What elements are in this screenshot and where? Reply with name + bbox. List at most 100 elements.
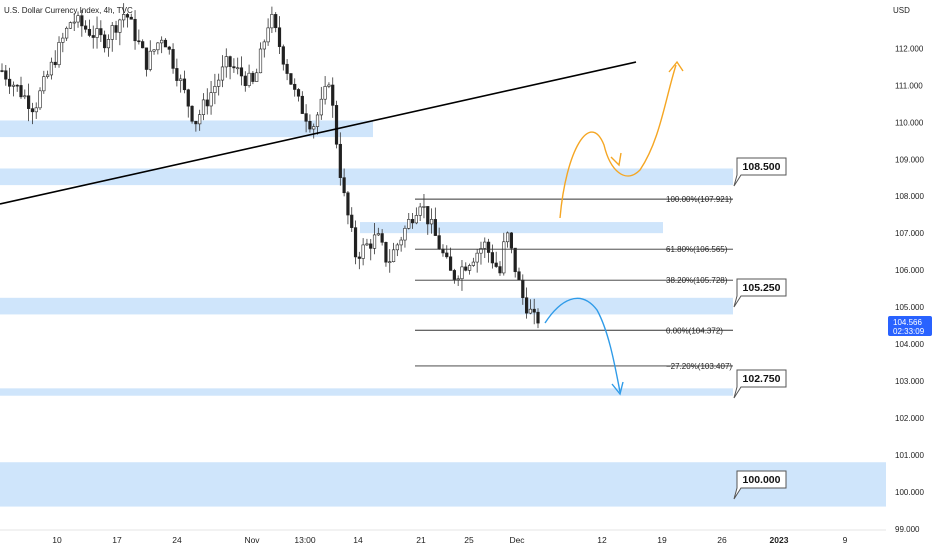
candle-body-down: [125, 14, 130, 18]
candle-body-up: [266, 27, 270, 43]
candle: [399, 236, 403, 252]
candle-body-up: [376, 233, 380, 236]
candle: [167, 45, 171, 55]
candle-body-down: [486, 241, 491, 253]
time-tick: 26: [717, 535, 727, 545]
candle-body-down: [133, 18, 137, 42]
candle-body-up: [471, 261, 475, 266]
callout-box: [733, 470, 787, 500]
time-tick: Dec: [509, 535, 525, 545]
candle: [175, 58, 179, 87]
candle-body-down: [342, 177, 346, 194]
candle: [479, 241, 483, 265]
candle: [129, 13, 133, 20]
candle-body-down: [410, 219, 415, 224]
candle-body-down: [346, 192, 350, 216]
candle: [513, 247, 517, 278]
candle: [395, 242, 399, 257]
candle-body-down: [437, 235, 441, 250]
candle-body-up: [217, 79, 221, 87]
candle: [106, 34, 111, 57]
time-tick: 13:00: [294, 535, 316, 545]
price-tick: 108.000: [895, 192, 924, 201]
candle-body-up: [11, 84, 16, 87]
candle-body-down: [239, 67, 244, 77]
candle-body-up: [414, 215, 418, 224]
candle-body-up: [49, 61, 54, 76]
candle: [72, 13, 76, 31]
candle-body-down: [513, 247, 517, 273]
trendline[interactable]: [0, 61, 637, 205]
candle: [471, 257, 475, 267]
candle-body-down: [281, 46, 285, 65]
candle: [433, 207, 437, 236]
candle: [365, 238, 369, 247]
candle: [262, 39, 266, 58]
price-axis[interactable]: 112.000 111.000 110.000 109.000 108.000 107.0…: [895, 44, 924, 533]
candle: [327, 82, 331, 89]
candle-body-up: [255, 72, 259, 82]
candle-body-up: [479, 248, 483, 254]
candle: [228, 55, 232, 80]
candle: [300, 91, 304, 115]
candle-body-down: [243, 75, 247, 86]
candle-body-up: [23, 95, 27, 98]
candle: [270, 6, 274, 33]
candle-body-down: [171, 49, 175, 69]
price-tick: 107.000: [895, 229, 924, 238]
countdown: 02:33:09: [893, 327, 925, 336]
price-tick: 110.000: [895, 118, 924, 127]
candle-body-up: [76, 15, 80, 23]
time-tick: 2023: [770, 535, 789, 545]
candle-body-down: [293, 83, 297, 90]
candle-body-up: [395, 244, 399, 251]
time-axis[interactable]: 10 17 24 Nov 13:00 14 21 25 Dec 12 19 26 2023 9: [52, 535, 847, 545]
candle: [144, 47, 149, 77]
candle: [308, 114, 312, 133]
candle: [34, 102, 38, 119]
candle: [346, 191, 350, 225]
candle-body-down: [205, 99, 209, 107]
candle: [323, 76, 327, 105]
time-tick: 21: [416, 535, 426, 545]
candle-body-up: [160, 39, 164, 44]
bullish-projection-arrowhead-top: [668, 60, 684, 73]
candle-body-down: [338, 143, 342, 178]
level-label-text: 100.000: [743, 474, 781, 486]
price-axis-background: [886, 0, 932, 530]
candle: [95, 16, 99, 49]
candle-body-up: [319, 98, 323, 116]
candle-body-up: [42, 76, 46, 92]
candle-body-up: [323, 86, 327, 100]
candle: [407, 212, 411, 230]
candle: [236, 57, 240, 75]
candle-body-down: [186, 89, 190, 107]
candle-body-up: [502, 241, 506, 274]
candle: [198, 109, 202, 131]
candle: [353, 220, 358, 265]
candle-body-down: [285, 63, 289, 74]
candle-body-down: [99, 28, 103, 36]
zone-107: [360, 222, 663, 234]
symbol-title: U.S. Dollar Currency Index, 4h, TVC: [4, 6, 133, 15]
candle-body-down: [524, 297, 529, 314]
candle: [99, 20, 103, 42]
current-price: 104.566: [893, 318, 922, 327]
candle-body-up: [95, 28, 99, 38]
candle: [247, 64, 251, 88]
candle: [331, 77, 335, 118]
candle-body-down: [521, 279, 525, 299]
candle: [224, 48, 228, 78]
candle-body-down: [30, 108, 35, 113]
candle: [452, 268, 456, 284]
candle-body-down: [167, 46, 171, 50]
fib-label: 100.00%(107.921): [666, 195, 732, 204]
candle: [376, 227, 380, 237]
candle-body-up: [72, 21, 76, 24]
candle: [338, 132, 342, 186]
candle-body-up: [429, 219, 434, 225]
candle-body-down: [296, 89, 301, 97]
time-tick: 10: [52, 535, 62, 545]
candle-body-up: [475, 252, 479, 263]
